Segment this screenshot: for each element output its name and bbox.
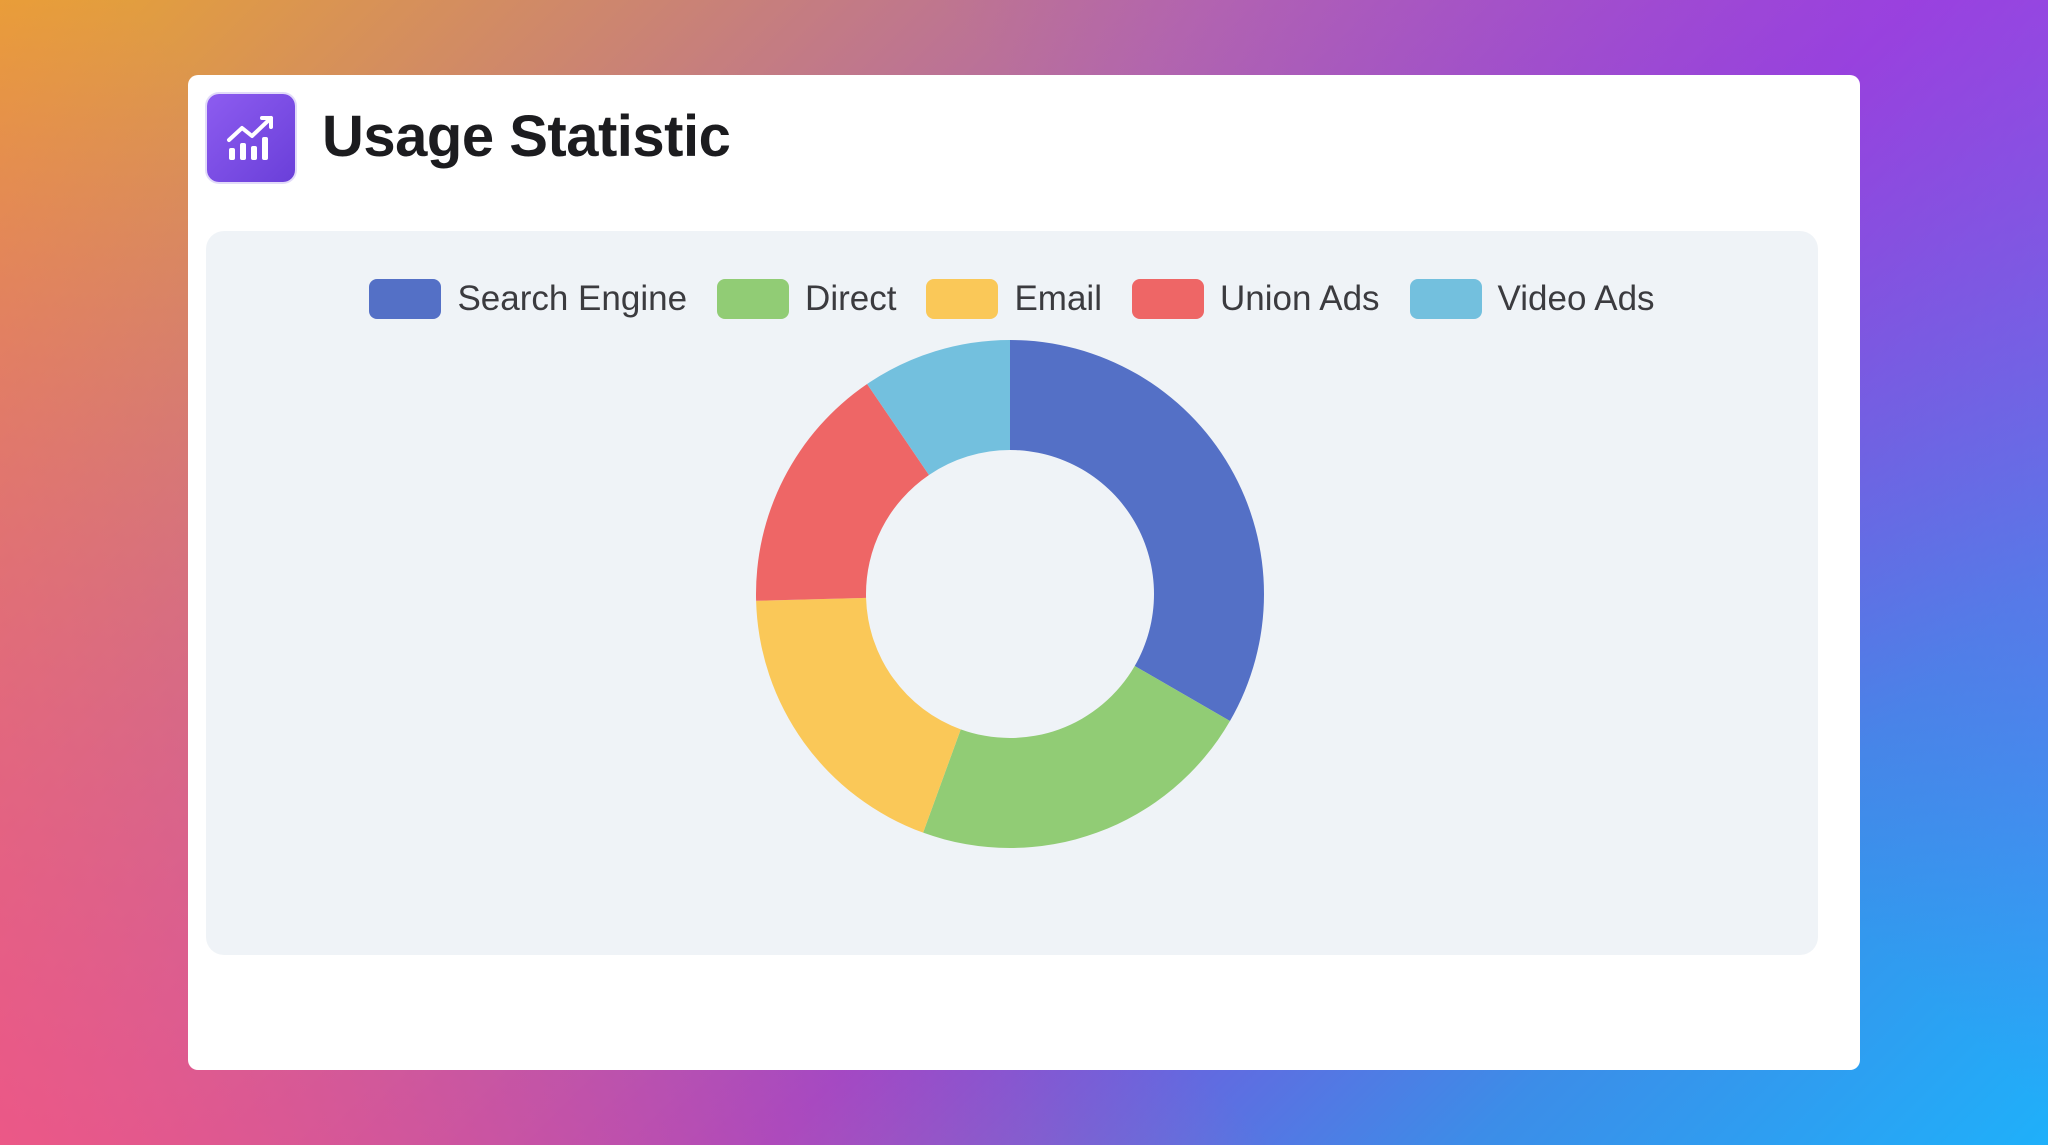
legend-item[interactable]: Union Ads bbox=[1131, 279, 1380, 319]
legend-label: Email bbox=[1014, 279, 1102, 318]
legend-item[interactable]: Direct bbox=[717, 279, 896, 319]
legend-swatch bbox=[369, 279, 442, 319]
usage-card: Usage Statistic Search Engine Direct Email… bbox=[188, 75, 1860, 1070]
chart-line-icon bbox=[207, 94, 295, 182]
legend-label: Video Ads bbox=[1497, 279, 1655, 318]
chart-panel: Search Engine Direct Email Union Ads Video A… bbox=[206, 231, 1818, 955]
donut-chart bbox=[756, 340, 1264, 848]
legend-item[interactable]: Video Ads bbox=[1409, 279, 1655, 319]
legend-swatch bbox=[717, 279, 790, 319]
legend-label: Search Engine bbox=[457, 279, 688, 318]
legend-swatch bbox=[926, 279, 999, 319]
donut-slice-union-ads[interactable] bbox=[756, 384, 929, 601]
legend-item[interactable]: Search Engine bbox=[369, 279, 687, 319]
chart-legend: Search Engine Direct Email Union Ads Video A… bbox=[206, 279, 1818, 319]
legend-swatch bbox=[1131, 279, 1204, 319]
legend-swatch bbox=[1409, 279, 1482, 319]
donut-slice-email[interactable] bbox=[756, 597, 961, 833]
legend-label: Direct bbox=[805, 279, 897, 318]
page-title: Usage Statistic bbox=[322, 104, 731, 169]
donut-slice-search-engine[interactable] bbox=[1010, 340, 1264, 721]
legend-item[interactable]: Email bbox=[926, 279, 1102, 319]
legend-label: Union Ads bbox=[1219, 279, 1380, 318]
donut-slice-direct[interactable] bbox=[923, 666, 1230, 848]
donut-slice-video-ads[interactable] bbox=[867, 340, 1010, 475]
chart-line-icon-glyph bbox=[227, 116, 273, 160]
